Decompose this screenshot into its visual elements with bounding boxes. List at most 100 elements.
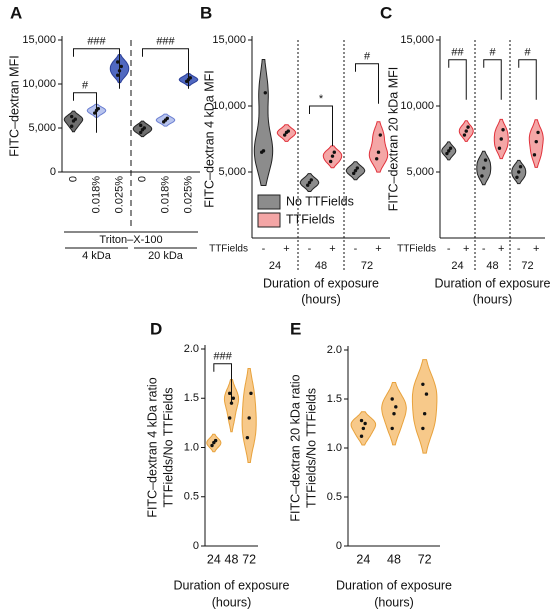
data-point	[359, 434, 364, 438]
data-point	[466, 125, 470, 129]
y-axis-label: FITC–dextran MFI	[7, 55, 21, 156]
x-axis-label: (hours)	[301, 292, 341, 306]
data-point	[376, 150, 381, 154]
data-point	[483, 158, 488, 162]
y-tick-label: 0	[336, 540, 342, 552]
data-point	[448, 146, 453, 150]
y-tick-label: 10,000	[400, 100, 434, 112]
y-tick-label: 15,000	[212, 34, 246, 46]
data-point	[363, 421, 367, 426]
x-axis-label: (hours)	[473, 292, 513, 306]
significance-bracket	[518, 59, 537, 100]
x-tick-label: +	[375, 243, 381, 255]
data-point	[96, 106, 101, 111]
data-point	[464, 129, 468, 133]
x-tick-label: 48	[387, 552, 401, 566]
data-point	[249, 391, 253, 396]
significance-label: #	[82, 80, 89, 92]
group-label: 4 kDa	[82, 250, 112, 262]
violin	[241, 368, 257, 463]
legend-swatch	[257, 194, 281, 210]
x-tick-label: +	[463, 243, 469, 255]
x-tick-label: 24	[207, 552, 221, 566]
y-axis-label: FITC–dextran 4 kDa MFI	[202, 70, 216, 208]
significance-label: #	[524, 47, 531, 59]
x-tick-label: 0.025%	[182, 176, 194, 214]
x-tick-label: 0	[136, 176, 148, 182]
y-tick-label: 10,000	[212, 100, 246, 112]
violin	[253, 59, 274, 186]
data-point	[93, 111, 97, 115]
x-tick-label: 48	[225, 552, 239, 566]
violin	[411, 359, 438, 454]
data-point	[480, 174, 484, 178]
y-axis-label: FITC–dextran 4 kDa ratio	[145, 377, 159, 517]
x-tick-label: -	[517, 243, 521, 255]
data-point	[421, 382, 425, 386]
data-point	[73, 117, 78, 121]
x-axis-label: Duration of exposure	[336, 578, 452, 592]
y-tick-label: 0	[50, 166, 56, 178]
data-point	[482, 166, 486, 170]
data-point	[355, 166, 359, 170]
data-point	[462, 133, 467, 137]
data-point	[165, 116, 169, 121]
x-tick-label: -	[262, 243, 266, 255]
data-point	[210, 443, 214, 448]
x-tick-label: -	[308, 243, 312, 255]
x-tick-label: +	[533, 243, 539, 255]
y-tick-label: 1.5	[184, 392, 199, 404]
x-tick-label: -	[447, 243, 451, 255]
data-point	[245, 435, 250, 440]
data-point	[421, 426, 425, 431]
y-axis-label: FITC–dextran 20 kDa MFI	[386, 67, 400, 212]
data-point	[307, 180, 312, 185]
significance-bracket	[213, 363, 232, 404]
y-axis-label: TTFields/No TTFields	[304, 388, 318, 508]
data-point	[70, 114, 74, 119]
legend-swatch	[257, 212, 281, 228]
data-point	[330, 154, 335, 158]
x-tick-label: +	[329, 243, 335, 255]
data-point	[263, 91, 267, 95]
legend-label: TTFields	[286, 212, 335, 226]
legend-label: No TTFields	[286, 194, 354, 208]
data-point	[390, 397, 394, 401]
y-tick-label: 1.0	[327, 442, 342, 454]
data-point	[447, 149, 451, 153]
data-point	[139, 130, 143, 135]
group-label: 48	[315, 260, 327, 272]
data-point	[261, 149, 266, 153]
violin	[528, 119, 544, 168]
y-tick-label: 1.5	[327, 393, 342, 405]
data-point	[116, 73, 120, 77]
data-point	[392, 412, 396, 416]
significance-bracket	[309, 105, 333, 146]
data-point	[139, 123, 143, 128]
significance-bracket	[73, 48, 120, 89]
x-tick-label: +	[498, 243, 504, 255]
y-tick-label: 5,000	[28, 122, 56, 134]
data-point	[119, 64, 124, 69]
data-point	[213, 438, 218, 443]
x-tick-label: -	[354, 243, 358, 255]
data-point	[534, 139, 538, 144]
group-label: 24	[269, 260, 281, 272]
data-point	[518, 165, 523, 169]
data-point	[231, 396, 235, 400]
data-point	[228, 416, 232, 420]
significance-label: ###	[213, 351, 232, 363]
panel-letter: D	[150, 319, 162, 338]
x-tick-label: +	[283, 243, 289, 255]
data-point	[515, 175, 519, 179]
x-tick-label: 24	[356, 552, 370, 566]
data-point	[116, 60, 120, 64]
y-tick-label: 2.0	[327, 344, 342, 356]
panel-letter: E	[290, 319, 301, 338]
group-label: 48	[486, 260, 498, 272]
group-title: Triton–X-100	[99, 234, 162, 246]
y-tick-label: 5,000	[218, 166, 246, 178]
data-point	[352, 171, 356, 176]
data-point	[286, 129, 290, 133]
data-point	[188, 76, 192, 80]
